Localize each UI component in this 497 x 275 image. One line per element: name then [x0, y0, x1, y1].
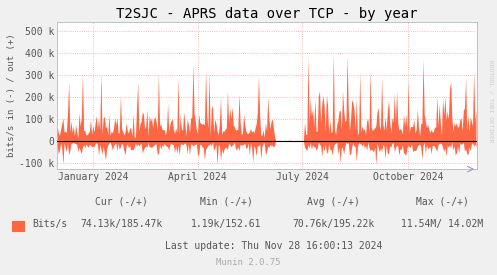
Text: 1.19k/152.61: 1.19k/152.61 [191, 219, 261, 229]
Text: Max (-/+): Max (-/+) [416, 197, 469, 207]
Title: T2SJC - APRS data over TCP - by year: T2SJC - APRS data over TCP - by year [116, 7, 418, 21]
Text: 11.54M/ 14.02M: 11.54M/ 14.02M [401, 219, 484, 229]
Text: RRDTOOL / TOBI OETIKER: RRDTOOL / TOBI OETIKER [489, 60, 494, 143]
Text: 70.76k/195.22k: 70.76k/195.22k [292, 219, 374, 229]
Text: Last update: Thu Nov 28 16:00:13 2024: Last update: Thu Nov 28 16:00:13 2024 [165, 241, 382, 251]
Text: 74.13k/185.47k: 74.13k/185.47k [81, 219, 163, 229]
Text: Min (-/+): Min (-/+) [200, 197, 252, 207]
Text: Avg (-/+): Avg (-/+) [307, 197, 359, 207]
Text: Munin 2.0.75: Munin 2.0.75 [216, 258, 281, 267]
Text: Cur (-/+): Cur (-/+) [95, 197, 148, 207]
Y-axis label: bits/s in (-) / out (+): bits/s in (-) / out (+) [7, 34, 16, 157]
Text: Bits/s: Bits/s [32, 219, 68, 229]
